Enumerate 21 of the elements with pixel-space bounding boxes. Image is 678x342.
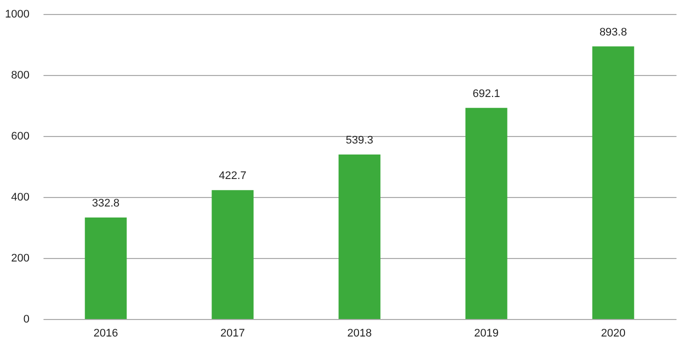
y-tick-label: 400	[11, 192, 30, 204]
bar	[338, 154, 380, 319]
bar	[465, 108, 508, 319]
data-label: 539.3	[346, 134, 374, 147]
bar	[212, 190, 254, 319]
x-tick-label: 2018	[347, 328, 372, 340]
data-label: 692.1	[472, 88, 500, 100]
y-tick-label: 200	[11, 252, 30, 264]
x-tick-label: 2019	[474, 328, 499, 340]
data-label: 893.8	[599, 26, 627, 38]
bar	[84, 217, 127, 319]
x-tick-label: 2016	[94, 328, 118, 340]
x-tick-label: 2017	[220, 328, 245, 340]
y-tick-label: 0	[23, 314, 30, 326]
bar	[592, 46, 634, 319]
y-tick-label: 600	[11, 130, 30, 142]
data-label: 422.7	[218, 170, 246, 182]
y-tick-label: 1000	[5, 8, 30, 20]
data-label: 332.8	[92, 197, 120, 210]
x-tick-label: 2020	[600, 328, 626, 340]
y-tick-label: 800	[11, 70, 30, 82]
